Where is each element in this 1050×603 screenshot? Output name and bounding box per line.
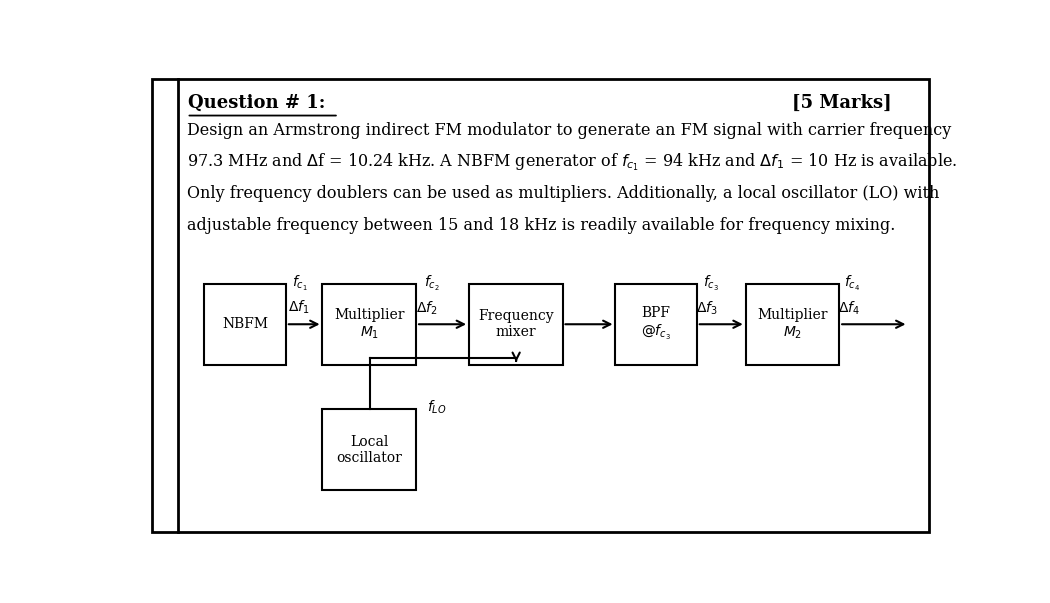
Text: NBFM: NBFM [223, 317, 268, 331]
Text: $f_{c_4}$: $f_{c_4}$ [844, 274, 860, 293]
Text: adjustable frequency between 15 and 18 kHz is readily available for frequency mi: adjustable frequency between 15 and 18 k… [187, 216, 895, 233]
Text: $f_{c_1}$: $f_{c_1}$ [292, 274, 309, 293]
FancyBboxPatch shape [746, 283, 839, 365]
Text: Frequency
mixer: Frequency mixer [478, 309, 553, 339]
Text: $\Delta f_1$: $\Delta f_1$ [289, 298, 310, 315]
Text: Local
oscillator: Local oscillator [336, 435, 402, 465]
FancyBboxPatch shape [322, 409, 416, 490]
Text: $f_{c_2}$: $f_{c_2}$ [424, 274, 440, 293]
Text: $\Delta f_2$: $\Delta f_2$ [416, 300, 438, 317]
Text: $f_{LO}$: $f_{LO}$ [427, 399, 447, 416]
Text: Design an Armstrong indirect FM modulator to generate an FM signal with carrier : Design an Armstrong indirect FM modulato… [187, 122, 951, 139]
Text: Only frequency doublers can be used as multipliers. Additionally, a local oscill: Only frequency doublers can be used as m… [187, 185, 939, 202]
FancyBboxPatch shape [205, 283, 286, 365]
FancyBboxPatch shape [322, 283, 416, 365]
Text: Question # 1:: Question # 1: [188, 93, 326, 112]
Text: Multiplier
$M_1$: Multiplier $M_1$ [334, 308, 404, 341]
Text: $f_{c_3}$: $f_{c_3}$ [702, 274, 718, 293]
FancyBboxPatch shape [151, 80, 929, 532]
Text: [5 Marks]: [5 Marks] [793, 93, 892, 112]
Text: $\Delta f_3$: $\Delta f_3$ [696, 300, 718, 317]
Text: 97.3 MHz and $\Delta$f = 10.24 kHz. A NBFM generator of $f_{c_1}$ = 94 kHz and $: 97.3 MHz and $\Delta$f = 10.24 kHz. A NB… [187, 151, 957, 173]
Text: BPF
$@f_{c_3}$: BPF $@f_{c_3}$ [642, 306, 671, 342]
FancyBboxPatch shape [615, 283, 697, 365]
FancyBboxPatch shape [469, 283, 563, 365]
Text: $\Delta f_4$: $\Delta f_4$ [838, 300, 860, 317]
Text: Multiplier
$M_2$: Multiplier $M_2$ [757, 308, 827, 341]
